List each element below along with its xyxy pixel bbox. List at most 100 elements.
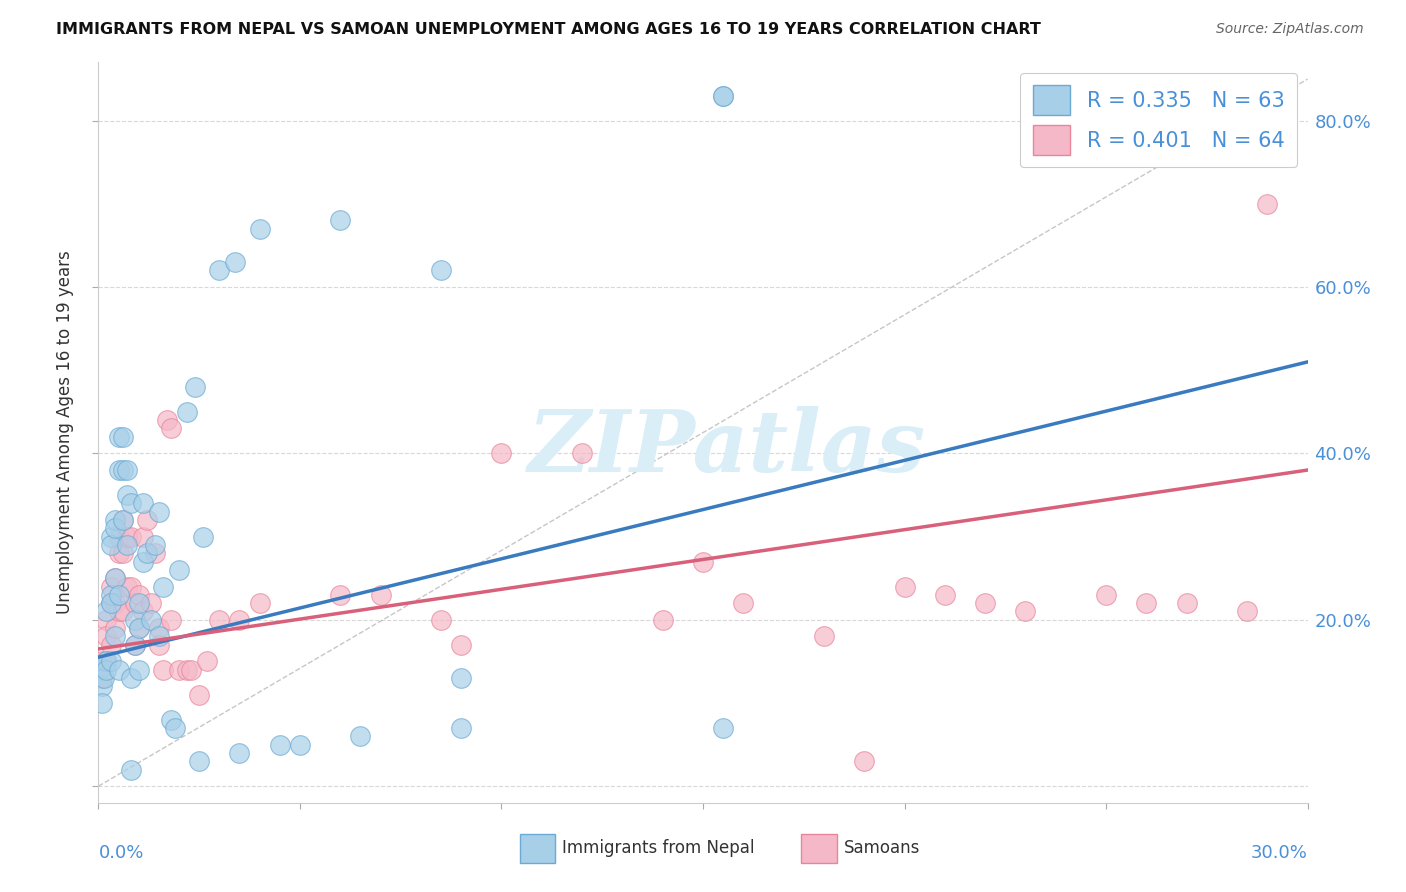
Point [139,613,162,627]
Text: Immigrants from Nepal: Immigrants from Nepal [562,839,755,857]
Point [103,521,125,535]
Point [571,446,593,460]
Point [188,688,211,702]
Point [111,430,134,444]
Point [100,580,122,594]
Point [120,496,142,510]
Point [1236,605,1258,619]
Point [450,638,472,652]
Point [103,571,125,585]
Point [115,530,138,544]
Y-axis label: Unemployment Among Ages 16 to 19 years: Unemployment Among Ages 16 to 19 years [56,251,75,615]
Point [893,580,915,594]
Point [228,613,250,627]
Point [91,671,114,685]
Point [148,629,170,643]
Point [167,563,190,577]
Point [692,555,714,569]
Point [813,629,835,643]
Text: ZIPatlas: ZIPatlas [529,406,927,489]
Point [120,671,142,685]
Point [111,513,134,527]
Text: Source: ZipAtlas.com: Source: ZipAtlas.com [1216,22,1364,37]
Point [176,405,198,419]
Point [96,654,118,668]
Point [100,538,122,552]
Point [96,605,118,619]
Point [103,513,125,527]
Point [107,605,129,619]
Legend: R = 0.335   N = 63, R = 0.401   N = 64: R = 0.335 N = 63, R = 0.401 N = 64 [1021,73,1298,167]
Point [100,530,122,544]
Point [208,613,231,627]
Point [974,596,997,610]
Point [152,580,174,594]
Point [1135,596,1157,610]
Point [329,213,352,227]
Point [1014,605,1036,619]
Point [188,754,211,768]
Point [160,713,183,727]
Point [143,546,166,560]
Point [249,222,271,236]
Point [160,613,183,627]
Point [148,621,170,635]
Point [103,621,125,635]
Point [160,421,183,435]
Point [228,746,250,760]
Point [124,613,146,627]
Point [711,721,734,735]
Point [156,413,179,427]
Point [195,654,218,668]
Point [128,588,150,602]
Point [288,738,311,752]
Point [89,663,111,677]
Point [450,721,472,735]
Point [124,638,146,652]
Point [711,88,734,103]
Point [103,596,125,610]
Point [148,638,170,652]
Point [96,629,118,643]
Point [115,463,138,477]
Point [132,496,155,510]
Point [91,679,114,693]
Point [208,263,231,277]
Point [152,663,174,677]
Point [124,638,146,652]
Point [107,463,129,477]
Point [107,430,129,444]
Point [128,663,150,677]
Point [934,588,956,602]
Point [430,613,453,627]
Point [135,546,157,560]
Point [100,588,122,602]
Point [733,596,755,610]
Point [249,596,271,610]
Point [91,696,114,710]
Point [128,621,150,635]
Point [711,88,734,103]
Point [132,605,155,619]
Point [128,621,150,635]
Point [135,513,157,527]
Point [115,488,138,502]
Point [1095,588,1118,602]
Point [132,530,155,544]
Point [853,754,876,768]
Point [115,538,138,552]
Point [1256,197,1278,211]
Point [176,663,198,677]
Point [96,663,118,677]
Point [184,380,207,394]
Point [107,546,129,560]
Point [96,613,118,627]
Point [111,463,134,477]
Text: Samoans: Samoans [844,839,920,857]
Point [143,538,166,552]
Point [193,530,215,544]
Point [107,663,129,677]
Point [103,571,125,585]
Point [115,580,138,594]
Point [491,446,513,460]
